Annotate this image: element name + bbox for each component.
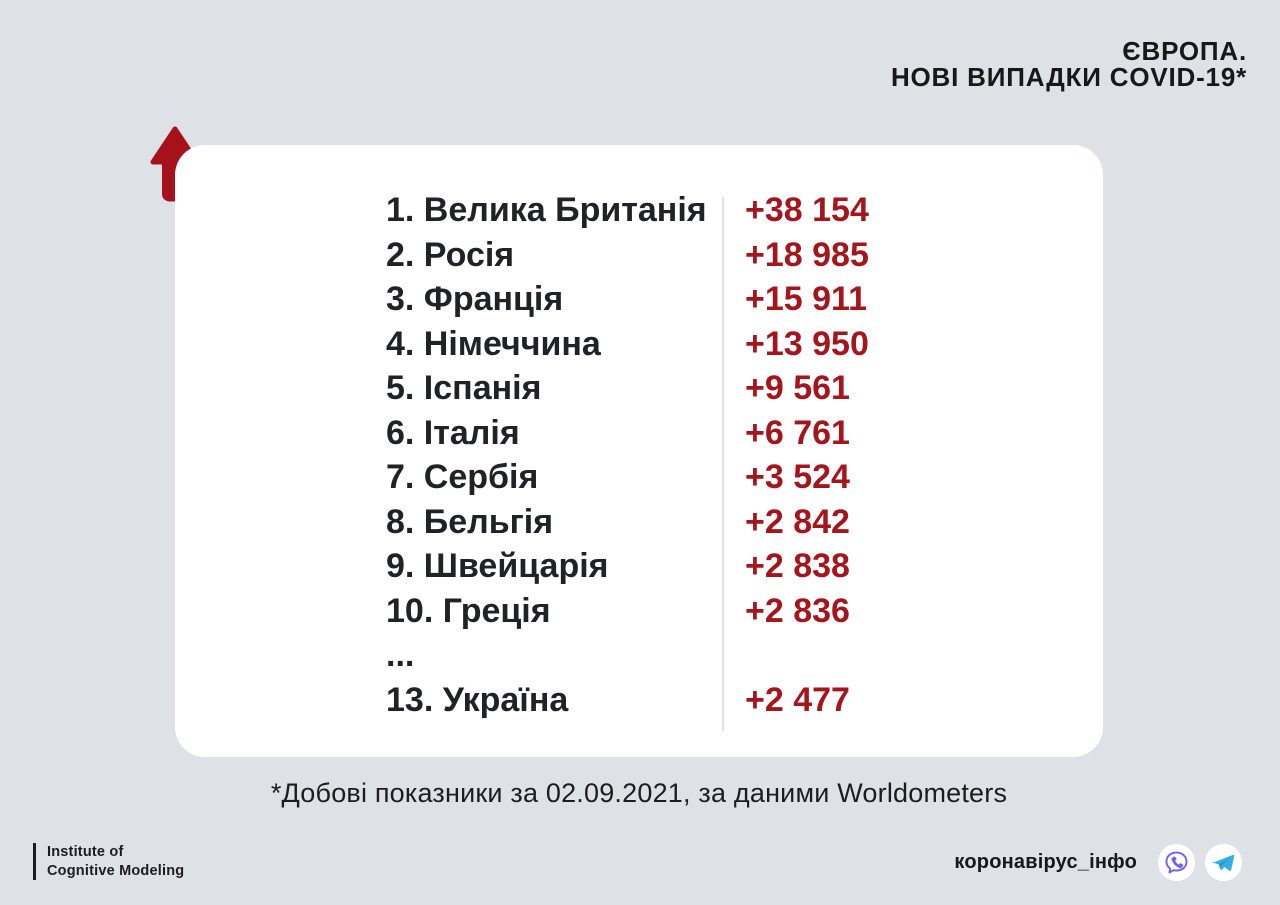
new-cases-value xyxy=(722,633,745,678)
list-item: 10. Греція +2 836 xyxy=(386,589,869,634)
list-item: 6. Італія +6 761 xyxy=(386,411,869,456)
brand-line-2: Cognitive Modeling xyxy=(47,862,185,879)
new-cases-value: +2 477 xyxy=(745,680,850,719)
new-cases-value: +9 561 xyxy=(745,369,850,407)
new-cases-value: +2 842 xyxy=(745,502,850,541)
new-cases-value: +38 154 xyxy=(745,191,869,229)
viber-icon[interactable] xyxy=(1158,844,1195,881)
country-name: 3. Франція xyxy=(386,280,564,318)
country-name: 13. Україна xyxy=(386,680,569,719)
ranking-card: 1. Велика Британія +38 154 2. Росія +18 98… xyxy=(175,145,1103,757)
brand-text: Institute of Cognitive Modeling xyxy=(47,843,184,880)
new-cases-value: +18 985 xyxy=(745,235,869,274)
list-item: 9. Швейцарія +2 838 xyxy=(386,544,869,589)
brand-divider-bar xyxy=(33,843,36,880)
page-title-line-1: ЄВРОПА. xyxy=(1122,36,1247,66)
column-divider xyxy=(722,197,724,731)
new-cases-value: +13 950 xyxy=(745,324,869,363)
country-name: 4. Німеччина xyxy=(386,324,601,363)
list-item: 2. Росія +18 985 xyxy=(386,233,869,278)
country-name: 9. Швейцарія xyxy=(386,547,609,585)
list-item-ellipsis: ... xyxy=(386,633,869,678)
source-note: *Добові показники за 02.09.2021, за дани… xyxy=(270,778,1008,808)
list-item: 7. Сербія +3 524 xyxy=(386,455,869,500)
new-cases-value: +2 836 xyxy=(745,591,850,630)
list-item: 5. Іспанія +9 561 xyxy=(386,366,869,411)
new-cases-value: +6 761 xyxy=(745,413,850,452)
country-ranking-list: 1. Велика Британія +38 154 2. Росія +18 98… xyxy=(386,188,869,722)
new-cases-value: +15 911 xyxy=(745,280,867,318)
channel-name: коронавірус_інфо xyxy=(954,851,1137,873)
new-cases-value: +2 838 xyxy=(745,547,850,585)
new-cases-value: +3 524 xyxy=(745,458,850,496)
list-item: 3. Франція +15 911 xyxy=(386,277,869,322)
country-name: 6. Італія xyxy=(386,413,520,452)
page-title-line-2: НОВІ ВИПАДКИ COVID-19* xyxy=(890,62,1247,92)
country-name: 5. Іспанія xyxy=(386,369,542,407)
list-item: 13. Україна +2 477 xyxy=(386,678,869,723)
ellipsis-label: ... xyxy=(386,636,415,674)
brand-logo: Institute of Cognitive Modeling xyxy=(33,843,184,880)
list-item: 1. Велика Британія +38 154 xyxy=(386,188,869,233)
telegram-icon[interactable] xyxy=(1205,844,1242,881)
social-footer: коронавірус_інфо xyxy=(954,844,1242,881)
page-title: ЄВРОПА. НОВІ ВИПАДКИ COVID-19* xyxy=(891,38,1247,90)
list-item: 8. Бельгія +2 842 xyxy=(386,500,869,545)
country-name: 8. Бельгія xyxy=(386,502,554,541)
country-name: 7. Сербія xyxy=(386,458,539,496)
brand-line-1: Institute of xyxy=(47,844,124,860)
list-item: 4. Німеччина +13 950 xyxy=(386,322,869,367)
country-name: 10. Греція xyxy=(386,591,551,630)
country-name: 1. Велика Британія xyxy=(386,191,707,229)
country-name: 2. Росія xyxy=(386,235,515,274)
